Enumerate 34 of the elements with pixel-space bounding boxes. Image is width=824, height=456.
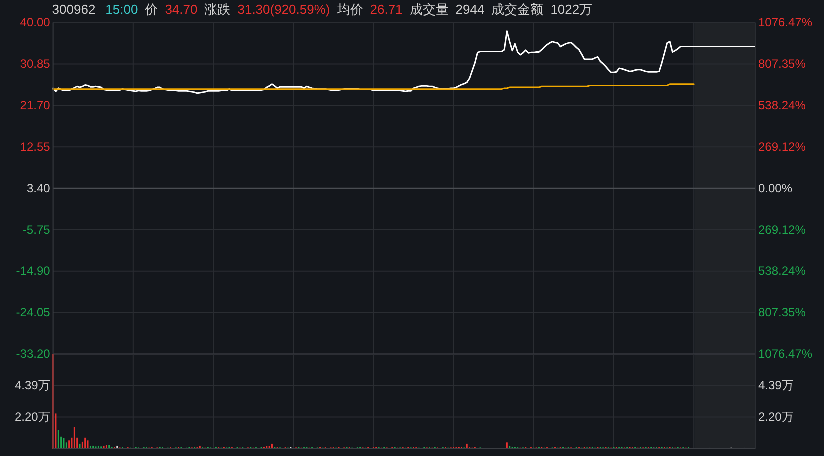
y-tick-label: -14.90 — [16, 264, 51, 278]
text: 1022万 — [550, 2, 593, 17]
text: 34.70 — [165, 2, 198, 17]
text: 31.30(920.59%) — [238, 2, 330, 17]
text: 涨跌 — [204, 2, 231, 17]
y2-tick-label: 2.20万 — [758, 410, 794, 424]
y2-tick-label: 4.39万 — [758, 378, 794, 393]
y-tick-label: 30.85 — [20, 57, 51, 72]
y2-tick-label: 269.12% — [758, 140, 806, 154]
text: 2944 — [456, 2, 485, 17]
y-tick-label: -33.20 — [16, 347, 51, 362]
y2-tick-label: 0.00% — [758, 181, 793, 196]
text: 均价 — [336, 2, 364, 17]
text: 价 — [144, 2, 158, 17]
y2-tick-label: 538.24% — [758, 264, 806, 278]
text: 15:00 — [106, 2, 138, 17]
y2-tick-label: 807.35% — [758, 57, 806, 72]
chart-title: 300962 — [52, 2, 96, 17]
y2-tick-label: 1076.47% — [758, 16, 813, 30]
y2-tick-label: 807.35% — [758, 306, 806, 320]
y-tick-label: 4.39万 — [14, 378, 50, 393]
text: 26.71 — [370, 2, 403, 17]
y-tick-label: -5.75 — [22, 222, 51, 237]
y-tick-label: 2.20万 — [14, 410, 50, 424]
y-tick-label: 21.70 — [20, 98, 51, 112]
y-tick-label: 12.55 — [20, 140, 51, 154]
y2-tick-label: 1076.47% — [758, 347, 813, 362]
y-tick-label: 3.40 — [26, 181, 51, 196]
text: 成交金额 — [492, 2, 544, 17]
y-tick-label: 40.00 — [20, 16, 51, 30]
text: 成交量 — [410, 2, 449, 17]
y2-tick-label: 538.24% — [758, 98, 806, 112]
y2-tick-label: 269.12% — [758, 222, 806, 237]
y-tick-label: -24.05 — [16, 306, 51, 320]
